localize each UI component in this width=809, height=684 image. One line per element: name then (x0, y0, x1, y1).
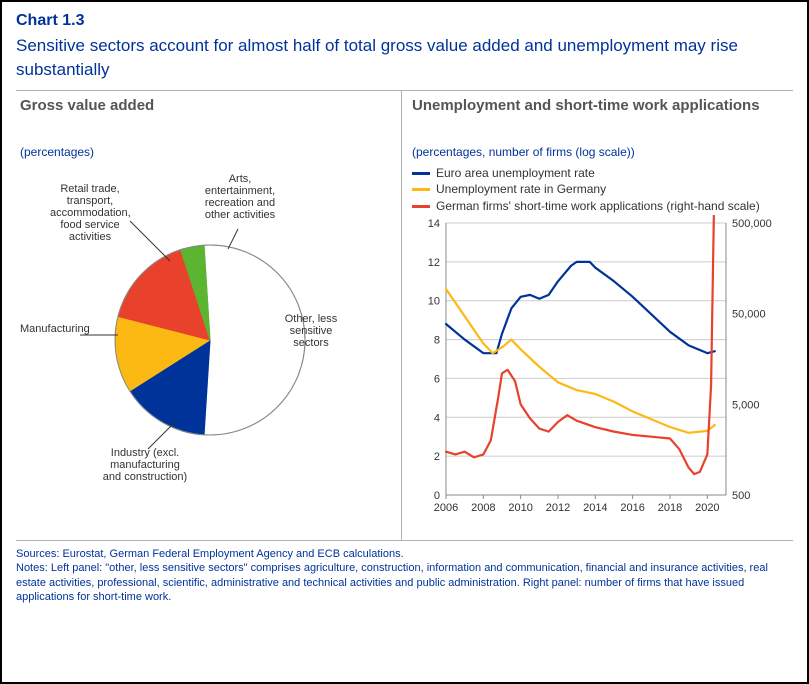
svg-text:2018: 2018 (658, 502, 682, 514)
legend-item: German firms' short-time work applicatio… (412, 198, 789, 215)
line-chart: 0 2 4 6 8 10 12 14 500 5,000 50,000 500,000 2006 2008… (412, 215, 782, 525)
svg-text:8: 8 (434, 335, 440, 347)
panels-container: Gross value added (percentages) Other, l… (16, 90, 793, 541)
svg-text:4: 4 (434, 412, 440, 424)
svg-text:14: 14 (428, 218, 440, 230)
svg-text:500,000: 500,000 (732, 218, 772, 230)
footnote-notes: Notes: Left panel: "other, less sensitiv… (16, 561, 793, 604)
footnote-sources: Sources: Eurostat, German Federal Employ… (16, 547, 793, 561)
svg-text:2012: 2012 (546, 502, 570, 514)
svg-text:10: 10 (428, 296, 440, 308)
svg-text:50,000: 50,000 (732, 309, 766, 321)
pie-slice-label: Manufacturing (20, 323, 80, 335)
left-panel: Gross value added (percentages) Other, l… (16, 91, 401, 540)
left-panel-title: Gross value added (20, 97, 397, 137)
pie-slice-label: Arts, entertainment, recreation and othe… (200, 173, 280, 221)
svg-text:0: 0 (434, 490, 440, 502)
svg-text:12: 12 (428, 257, 440, 269)
legend-swatch (412, 172, 430, 175)
legend-label: Euro area unemployment rate (436, 165, 595, 182)
chart-number: Chart 1.3 (16, 12, 793, 30)
svg-text:2014: 2014 (583, 502, 607, 514)
legend-item: Euro area unemployment rate (412, 165, 789, 182)
right-panel: Unemployment and short-time work applica… (401, 91, 793, 540)
svg-text:2016: 2016 (620, 502, 644, 514)
pie-slice-label: Retail trade, transport, accommodation, … (50, 183, 130, 243)
legend-swatch (412, 205, 430, 208)
footnotes: Sources: Eurostat, German Federal Employ… (16, 547, 793, 604)
left-panel-subtitle: (percentages) (20, 145, 397, 159)
svg-text:2020: 2020 (695, 502, 719, 514)
svg-text:2006: 2006 (434, 502, 458, 514)
svg-text:5,000: 5,000 (732, 399, 760, 411)
svg-text:2008: 2008 (471, 502, 495, 514)
svg-text:2: 2 (434, 451, 440, 463)
svg-text:500: 500 (732, 490, 750, 502)
pie-slice-label: Other, less sensitive sectors (276, 313, 346, 349)
svg-text:6: 6 (434, 373, 440, 385)
pie-slice-label: Industry (excl. manufacturing and constr… (100, 447, 190, 483)
legend-item: Unemployment rate in Germany (412, 181, 789, 198)
right-panel-title: Unemployment and short-time work applica… (412, 97, 789, 137)
legend-label: Unemployment rate in Germany (436, 181, 606, 198)
svg-text:2010: 2010 (508, 502, 532, 514)
legend-label: German firms' short-time work applicatio… (436, 198, 760, 215)
chart-title: Sensitive sectors account for almost hal… (16, 34, 793, 82)
legend-swatch (412, 188, 430, 191)
line-chart-legend: Euro area unemployment rateUnemployment … (412, 165, 789, 215)
right-panel-subtitle: (percentages, number of firms (log scale… (412, 145, 789, 159)
pie-chart-area: Other, less sensitive sectors Industry (e… (20, 165, 397, 520)
